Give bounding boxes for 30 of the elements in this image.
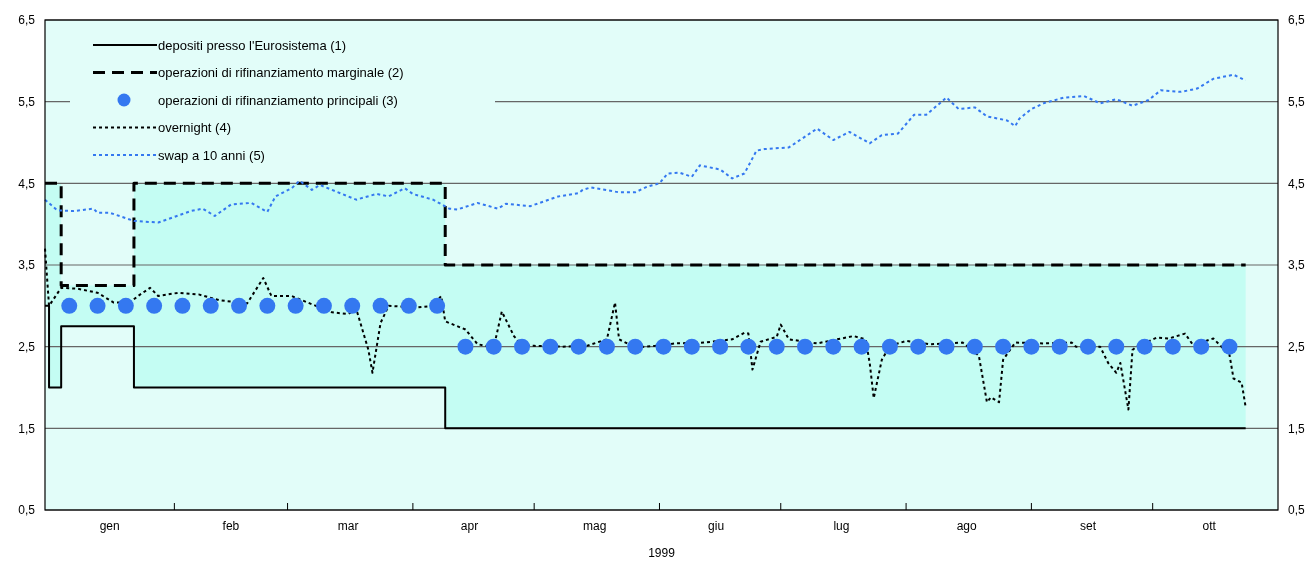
x-tick-label: apr — [460, 519, 479, 533]
y-tick-label: 3,5 — [18, 258, 36, 273]
x-tick-label: ott — [1202, 519, 1217, 533]
legend-label: operazioni di rifinanziamento marginale (2) — [158, 65, 404, 80]
legend-label: depositi presso l'Eurosistema (1) — [158, 37, 347, 53]
x-tick-label: mar — [337, 519, 359, 533]
legend-label: swap a 10 anni (5) — [158, 147, 265, 163]
y2-tick-label: 3,5 — [1288, 258, 1306, 273]
y-tick-label: 5,5 — [18, 95, 36, 110]
y2-tick-label: 0,5 — [1288, 503, 1306, 518]
y-tick-label: 2,5 — [18, 340, 36, 355]
x-tick-label: giu — [708, 519, 725, 533]
x-tick-label: ago — [956, 519, 978, 533]
y-tick-label: 0,5 — [18, 503, 36, 518]
y2-tick-label: 6,5 — [1288, 13, 1306, 28]
x-axis-title: 1999 — [648, 546, 676, 560]
x-tick-label: feb — [222, 519, 240, 533]
x-tick-label: mag — [583, 519, 607, 533]
y2-tick-label: 2,5 — [1288, 340, 1306, 355]
y-tick-label: 4,5 — [18, 176, 36, 191]
y2-tick-label: 1,5 — [1288, 421, 1306, 436]
x-tick-label: set — [1079, 519, 1097, 533]
x-tick-label: gen — [99, 519, 120, 533]
legend-label: operazioni di rifinanziamento principali (3) — [158, 92, 398, 108]
y-tick-label: 1,5 — [18, 421, 36, 436]
x-tick-label: lug — [833, 519, 850, 533]
y2-tick-label: 4,5 — [1288, 176, 1306, 191]
y-tick-label: 6,5 — [18, 13, 36, 28]
legend-label: overnight (4) — [158, 120, 231, 135]
y2-tick-label: 5,5 — [1288, 95, 1306, 110]
